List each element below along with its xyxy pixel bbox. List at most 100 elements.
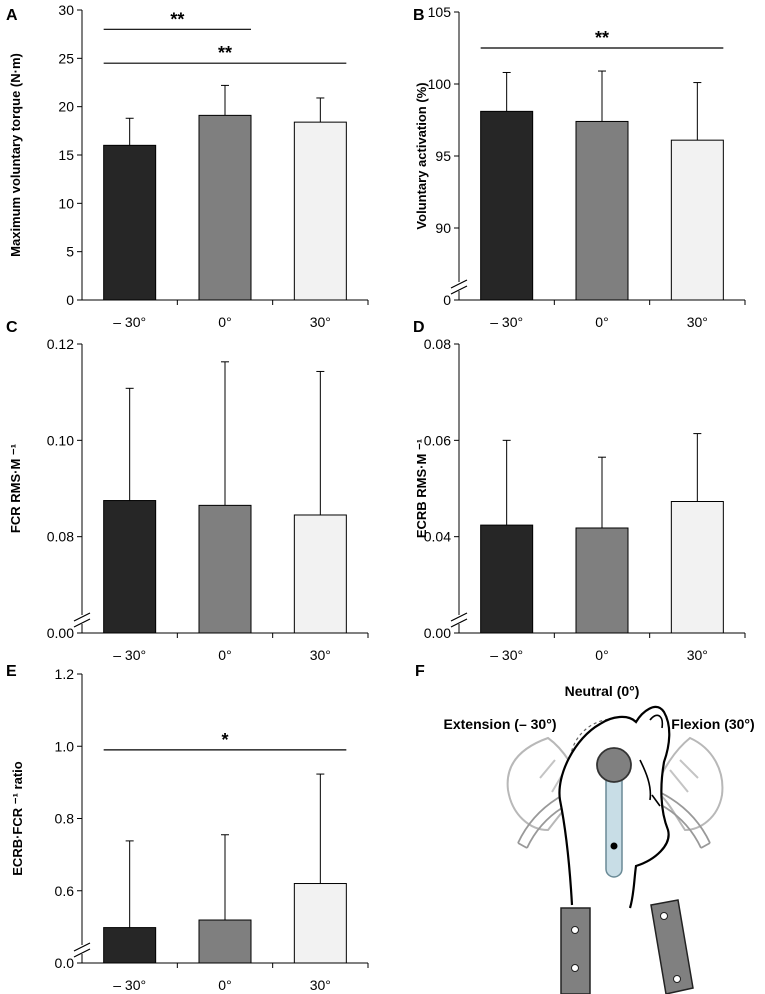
x-tick-label: 30° [310, 314, 331, 330]
rod-marker [610, 842, 618, 850]
y-tick-label: 5 [66, 244, 74, 260]
x-tick-label: 30° [310, 977, 331, 993]
x-tick-label: 0° [595, 647, 608, 663]
axis-break-mark [73, 612, 91, 622]
bar [670, 501, 724, 634]
panel-f-illustration: F Neutral (0°) Extension (– 30°) Flexion… [415, 663, 755, 994]
ghost-hand-flexion [653, 736, 724, 832]
y-tick-label: 1.0 [55, 738, 75, 754]
bar [103, 927, 157, 964]
axis-break-gap [451, 615, 467, 624]
y-tick-label: 10 [58, 195, 74, 211]
forearm-strap-right [650, 899, 694, 994]
bar [103, 500, 157, 634]
bar [198, 919, 252, 964]
bar [103, 144, 157, 301]
y-axis-label: FCR RMS·M ⁻¹ [8, 444, 23, 533]
y-axis-label: ECRB RMS·M ⁻¹ [414, 439, 429, 538]
y-axis-label: Voluntary activation (%) [414, 82, 429, 229]
axis-break-mark [73, 948, 91, 958]
axis-break-mark [73, 618, 91, 628]
y-tick-label: 90 [435, 220, 451, 236]
y-tick-label: 100 [428, 76, 452, 92]
y-tick-label: 95 [435, 148, 451, 164]
arc-end-right [700, 842, 711, 849]
axis-break-gap [74, 945, 90, 954]
y-tick-label: 0.8 [55, 811, 75, 827]
y-tick-label: 0.08 [424, 336, 451, 352]
x-tick-label: – 30° [113, 314, 146, 330]
panel-f-letter: F [415, 663, 425, 680]
y-tick-label: 0.10 [47, 432, 74, 448]
y-tick-label: 20 [58, 99, 74, 115]
bar [480, 110, 534, 301]
panel-letter: C [6, 319, 18, 336]
x-tick-label: 30° [687, 647, 708, 663]
axis-break-mark [450, 285, 468, 295]
x-tick-label: 0° [218, 314, 231, 330]
axis-break-gap [74, 615, 90, 624]
panel-letter: E [6, 663, 17, 680]
bar [293, 883, 347, 964]
chart-panel-b: B Voluntary activation (%) 90 95 100 105 0 – 30… [413, 4, 746, 330]
x-tick-label: – 30° [113, 647, 146, 663]
panel-letter: B [413, 7, 425, 24]
arc-end-left [517, 842, 528, 849]
x-tick-label: 30° [310, 647, 331, 663]
y-tick-label: 0.6 [55, 883, 75, 899]
bar [670, 139, 724, 301]
y-tick-label: 25 [58, 50, 74, 66]
x-tick-label: 0° [218, 977, 231, 993]
significance-marker: * [221, 730, 228, 750]
bar [198, 114, 252, 301]
x-tick-label: – 30° [113, 977, 146, 993]
bar [293, 121, 347, 301]
y-tick-label: 15 [58, 147, 74, 163]
axis-break-mark [450, 618, 468, 628]
x-tick-label: – 30° [490, 314, 523, 330]
x-tick-label: 0° [595, 314, 608, 330]
x-tick-label: 0° [218, 647, 231, 663]
y-tick-label: 0 [66, 292, 74, 308]
bar [575, 527, 629, 634]
y-axis-label: Maximum voluntary torque (N·m) [8, 53, 23, 257]
y-tick-label: 0.0 [55, 955, 75, 971]
thumb-detail [639, 714, 664, 807]
forearm-strap-left [560, 907, 591, 994]
axis-break-mark [450, 279, 468, 289]
ghost-fingers [539, 759, 699, 793]
bar [575, 120, 629, 301]
x-tick-label: – 30° [490, 647, 523, 663]
axis-break-gap [451, 282, 467, 291]
chart-panel-d: D ECRB RMS·M ⁻¹0.04 0.06 0.08 0.00 – 30° 0° 30° [413, 319, 746, 663]
x-tick-label: 30° [687, 314, 708, 330]
significance-marker: ** [595, 28, 609, 48]
y-tick-label: 0.00 [47, 625, 74, 641]
significance-marker: ** [218, 43, 232, 63]
chart-panel-e: E ECRB·FCR ⁻¹ ratio 0.6 0.8 1.0 1.2 0.0 – 30° 0°… [6, 663, 369, 993]
bar [293, 514, 347, 634]
pivot-knob [596, 747, 632, 783]
extension-label: Extension (– 30°) [444, 716, 557, 732]
y-tick-label: 105 [428, 4, 452, 20]
y-tick-label: 0.08 [47, 529, 74, 545]
chart-panel-a: A Maximum voluntary torque (N·m) 0 5 10 15 20 2… [6, 2, 369, 330]
y-tick-label: 1.2 [55, 666, 75, 682]
y-tick-label: 0.06 [424, 432, 451, 448]
y-tick-label: 30 [58, 2, 74, 18]
y-tick-label: 0 [443, 292, 451, 308]
flexion-label: Flexion (30°) [671, 716, 754, 732]
axis-break-mark [73, 942, 91, 952]
dynamometer-rod [605, 769, 623, 878]
neutral-label: Neutral (0°) [565, 683, 640, 699]
y-tick-label: 0.12 [47, 336, 74, 352]
bar [480, 524, 534, 634]
axis-break-mark [450, 612, 468, 622]
bar-charts: A Maximum voluntary torque (N·m) 0 5 10 15 20 2… [6, 2, 746, 993]
y-tick-label: 0.00 [424, 625, 451, 641]
significance-marker: ** [170, 9, 184, 29]
chart-panel-c: C FCR RMS·M ⁻¹ 0.08 0.10 0.12 0.00 – 30° 0° 30° [6, 319, 369, 663]
bar [198, 504, 252, 634]
y-tick-label: 0.04 [424, 529, 451, 545]
